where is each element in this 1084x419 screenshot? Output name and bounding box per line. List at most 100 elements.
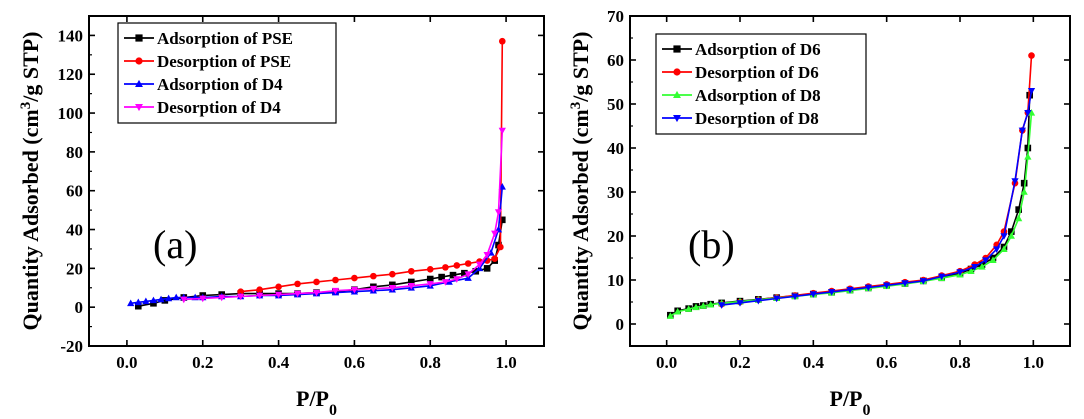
data-point (846, 286, 854, 294)
data-point (313, 278, 320, 286)
series-3 (180, 127, 506, 304)
data-point (1024, 153, 1032, 160)
x-axis-title-sub: 0 (863, 402, 871, 419)
x-tick-label: 0.4 (803, 353, 825, 372)
y-tick-label: 40 (607, 139, 624, 158)
data-point (685, 305, 693, 312)
data-point (331, 287, 340, 295)
data-point (256, 286, 263, 294)
data-point (1024, 109, 1032, 117)
data-point (441, 279, 450, 286)
legend-label: Adsorption of D8 (695, 86, 821, 105)
data-point (453, 262, 461, 269)
data-point (180, 296, 188, 304)
data-point (828, 289, 836, 296)
data-point (1027, 87, 1036, 95)
y-axis-title-sup: 3 (18, 102, 34, 110)
data-point (978, 263, 986, 270)
data-point (674, 307, 682, 315)
data-point (989, 256, 997, 264)
y-tick-label: 60 (66, 182, 83, 201)
legend-marker (673, 114, 681, 123)
plot-frame (629, 15, 1071, 347)
legend-label: Adsorption of D6 (695, 40, 821, 59)
legend-marker (673, 68, 681, 76)
data-point (666, 312, 674, 319)
data-point (142, 297, 150, 305)
data-point (388, 284, 396, 292)
panel-label: (b) (688, 222, 735, 267)
data-point (773, 295, 781, 303)
data-point (938, 273, 946, 281)
data-point (864, 284, 872, 292)
data-point (692, 303, 700, 311)
data-point (736, 300, 744, 307)
y-axis-title-end: /g STP) (18, 31, 43, 102)
data-point (1018, 127, 1026, 135)
y-tick-label: 10 (607, 271, 624, 290)
legend-marker (673, 90, 681, 99)
data-point (1027, 109, 1036, 116)
data-point (498, 127, 506, 135)
x-axis-title: P/P0 (296, 386, 337, 419)
data-point (134, 298, 142, 306)
y-tick-label: 50 (607, 95, 624, 114)
legend-label: Desorption of D8 (695, 109, 819, 128)
legend-label: Desorption of PSE (157, 52, 291, 71)
data-point (293, 290, 302, 298)
chart-panel-b: 0.0 0.2 0.4 0.6 0.8 1.0010203040506070Quantit… (568, 7, 1071, 419)
y-tick-label: 0 (616, 315, 625, 334)
data-point (967, 267, 975, 275)
data-point (956, 269, 964, 276)
x-tick-label: 0.2 (192, 353, 213, 372)
data-point (791, 293, 799, 301)
data-point (1011, 178, 1019, 185)
legend-label: Adsorption of D4 (157, 75, 283, 94)
data-point (464, 271, 472, 278)
x-tick-label: 1.0 (1023, 353, 1044, 372)
legend-marker (135, 103, 143, 112)
data-point (407, 283, 415, 290)
x-tick-label: 1.0 (495, 353, 516, 372)
data-point (350, 286, 359, 294)
x-axis-title-sub: 0 (329, 402, 337, 419)
data-point (809, 291, 817, 298)
data-point (370, 272, 377, 280)
data-point (971, 263, 979, 271)
data-point (993, 246, 1001, 253)
x-axis-title: P/P0 (830, 386, 871, 419)
data-point (494, 209, 503, 216)
data-point (442, 264, 449, 271)
data-point (237, 288, 244, 295)
plot-frame (88, 15, 545, 347)
x-tick-label: 0.8 (420, 353, 441, 372)
data-point (491, 255, 499, 262)
data-point (369, 285, 378, 293)
x-tick-label: 0.6 (344, 353, 365, 372)
data-point (199, 295, 207, 303)
data-point (491, 230, 499, 238)
data-point (218, 294, 226, 302)
y-tick-label: 120 (58, 65, 84, 84)
series-1 (237, 37, 506, 295)
y-axis-title-end: /g STP) (568, 31, 593, 102)
data-point (237, 293, 245, 301)
y-tick-label: -20 (60, 337, 83, 356)
data-point (498, 183, 506, 190)
y-tick-label: 60 (607, 51, 624, 70)
data-point (127, 299, 135, 307)
data-point (497, 243, 504, 251)
legend-marker (135, 57, 143, 65)
y-tick-label: 20 (66, 259, 83, 278)
data-point (172, 293, 180, 301)
legend-label: Desorption of D4 (157, 98, 281, 117)
y-tick-label: 20 (607, 227, 624, 246)
data-point (1028, 52, 1035, 59)
data-point (426, 266, 434, 273)
data-point (483, 265, 491, 272)
data-point (255, 292, 264, 300)
legend: Adsorption of PSE Desorption of PSE Adsorp… (117, 22, 337, 124)
data-point (901, 280, 909, 287)
x-tick-label: 0.4 (268, 353, 290, 372)
